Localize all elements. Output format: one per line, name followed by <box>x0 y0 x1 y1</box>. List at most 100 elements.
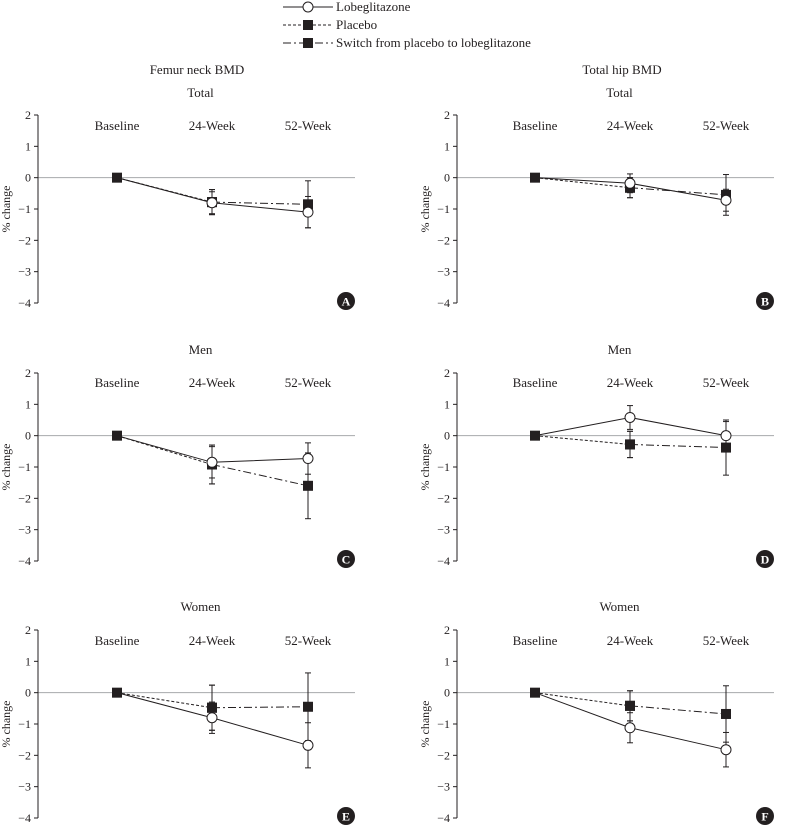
chart-panel-f: Women 2 1 0 −1 −2 −3 −4 % change Baseline 24-Week 5… <box>418 599 774 825</box>
y-tick-label: −4 <box>18 554 31 568</box>
series-line-placebo <box>116 435 213 465</box>
panel-title: Total <box>187 85 214 100</box>
y-tick-label: −1 <box>18 717 31 731</box>
x-category-label: Baseline <box>513 375 558 390</box>
data-point-switch-from-placebo-to-lobeglitazone <box>721 442 731 453</box>
x-category-label: 52-Week <box>285 633 332 648</box>
y-tick-label: −3 <box>437 523 450 537</box>
panel-badge <box>756 807 774 825</box>
panel-badge <box>337 807 355 825</box>
x-category-label: 52-Week <box>285 118 332 133</box>
y-tick-label: 0 <box>25 429 31 443</box>
y-tick-label: 1 <box>444 654 450 668</box>
chart-panel-e: Women 2 1 0 −1 −2 −3 −4 % change Baseline 24-Week 5… <box>0 599 355 825</box>
y-tick-label: −2 <box>18 491 31 505</box>
panel-letter: B <box>761 295 769 309</box>
data-point-switch-from-placebo-to-lobeglitazone <box>303 199 313 210</box>
legend-item-switch: Switch from placebo to lobeglitazone <box>283 35 531 50</box>
y-tick-label: 2 <box>25 623 31 637</box>
series-line-placebo <box>116 177 213 203</box>
legend-marker-filled-square <box>303 38 313 48</box>
x-category-label: 52-Week <box>703 118 750 133</box>
y-tick-label: −2 <box>18 748 31 762</box>
series-line-switch-from-placebo-to-lobeglitazone <box>629 443 727 449</box>
chart-panel-a: Total 2 1 0 −1 −2 −3 −4 % change Baseline 24-Week 5… <box>0 85 355 310</box>
x-category-label: Baseline <box>513 118 558 133</box>
y-tick-label: −3 <box>437 780 450 794</box>
x-category-label: 24-Week <box>607 118 654 133</box>
panel-letter: D <box>761 553 770 567</box>
y-tick-label: 2 <box>444 366 450 380</box>
data-point-switch-from-placebo-to-lobeglitazone <box>721 708 731 719</box>
data-point-lobeglitazone <box>206 197 218 209</box>
data-point-switch-from-placebo-to-lobeglitazone <box>303 480 313 491</box>
y-tick-label: −4 <box>437 811 450 825</box>
y-tick-label: 1 <box>25 654 31 668</box>
x-category-label: 24-Week <box>189 375 236 390</box>
data-point-switch-from-placebo-to-lobeglitazone <box>303 701 313 712</box>
data-point-placebo <box>530 172 540 183</box>
y-tick-label: 2 <box>25 366 31 380</box>
y-tick-label: −2 <box>18 233 31 247</box>
column-title-total-hip: Total hip BMD <box>582 62 661 77</box>
y-tick-label: −4 <box>437 296 450 310</box>
chart-panel-b: Total 2 1 0 −1 −2 −3 −4 % change Baseline 24-Week 5… <box>418 85 774 310</box>
legend-label: Switch from placebo to lobeglitazone <box>336 35 531 50</box>
legend-marker-open-circle <box>302 1 314 13</box>
y-axis-label: % change <box>418 444 432 491</box>
y-tick-label: 2 <box>25 108 31 122</box>
y-tick-label: 1 <box>25 397 31 411</box>
data-point-placebo <box>112 172 122 183</box>
y-tick-label: −4 <box>437 554 450 568</box>
data-point-placebo <box>530 687 540 698</box>
data-point-lobeglitazone <box>302 739 314 751</box>
y-tick-label: 0 <box>444 686 450 700</box>
series-line-placebo <box>534 692 631 707</box>
y-tick-label: −3 <box>437 265 450 279</box>
y-tick-label: 2 <box>444 108 450 122</box>
y-tick-label: −4 <box>18 296 31 310</box>
legend: Lobeglitazone Placebo Switch from placeb… <box>283 0 531 50</box>
data-point-placebo <box>112 687 122 698</box>
legend-marker-filled-square <box>303 20 313 30</box>
y-tick-label: −1 <box>437 460 450 474</box>
data-point-lobeglitazone <box>206 712 218 724</box>
y-tick-label: −1 <box>437 202 450 216</box>
panel-badge <box>337 292 355 310</box>
series-line-switch-from-placebo-to-lobeglitazone <box>211 201 309 205</box>
data-point-lobeglitazone <box>624 722 636 734</box>
panel-title: Women <box>599 599 640 614</box>
y-tick-label: 1 <box>25 139 31 153</box>
x-category-label: Baseline <box>95 633 140 648</box>
panel-title: Women <box>180 599 221 614</box>
legend-item-lobeglitazone: Lobeglitazone <box>283 0 411 14</box>
data-point-lobeglitazone <box>720 430 732 442</box>
y-tick-label: −1 <box>18 202 31 216</box>
series-line-placebo <box>534 435 631 445</box>
y-tick-label: −2 <box>437 491 450 505</box>
panel-letter: F <box>761 810 768 824</box>
panel-letter: C <box>342 553 351 567</box>
y-tick-label: 0 <box>25 686 31 700</box>
y-tick-label: −3 <box>18 265 31 279</box>
y-axis-label: % change <box>0 186 13 233</box>
y-tick-label: −4 <box>18 811 31 825</box>
x-category-label: 52-Week <box>703 375 750 390</box>
panel-title: Men <box>608 342 632 357</box>
chart-panel-c: Men 2 1 0 −1 −2 −3 −4 % change Baseline 24-Week 52-… <box>0 342 355 568</box>
y-axis-label: % change <box>0 701 13 748</box>
x-category-label: 52-Week <box>703 633 750 648</box>
y-axis-label: % change <box>0 444 13 491</box>
y-tick-label: 0 <box>444 171 450 185</box>
x-category-label: Baseline <box>513 633 558 648</box>
data-point-lobeglitazone <box>302 453 314 465</box>
x-category-label: Baseline <box>95 375 140 390</box>
panel-badge <box>756 292 774 310</box>
panel-badge <box>337 550 355 568</box>
x-category-label: 52-Week <box>285 375 332 390</box>
data-point-lobeglitazone <box>302 206 314 218</box>
x-category-label: Baseline <box>95 118 140 133</box>
x-category-label: 24-Week <box>189 118 236 133</box>
legend-item-placebo: Placebo <box>283 17 377 32</box>
panel-title: Total <box>606 85 633 100</box>
